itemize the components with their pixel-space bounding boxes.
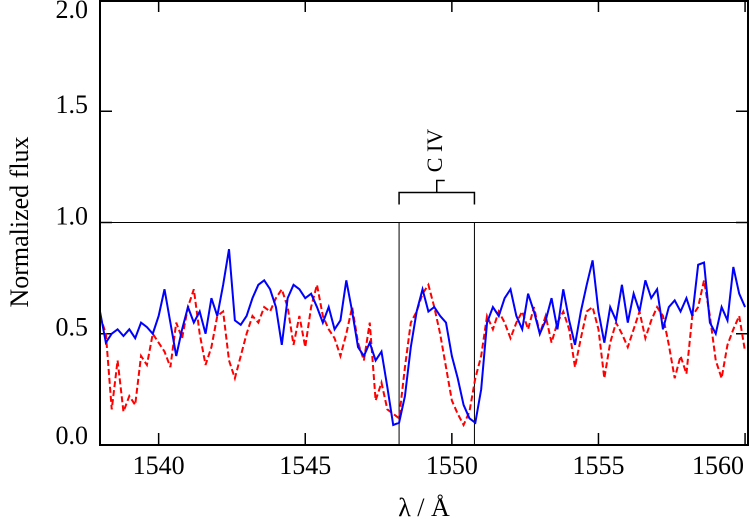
y-tick-label: 2.0 (56, 0, 89, 24)
y-tick-label: 1.5 (56, 90, 89, 119)
x-tick-label: 1550 (426, 451, 478, 480)
x-tick-label: 1555 (572, 451, 624, 480)
series-line (99, 280, 747, 428)
x-tick-label: 1545 (279, 451, 331, 480)
bracket (398, 179, 476, 205)
annotation-label: C IV (422, 129, 447, 173)
series-line (99, 249, 746, 427)
y-axis-label: Normalized flux (5, 136, 34, 307)
plot-frame (99, 0, 749, 446)
x-axis-label: λ / Å (398, 493, 450, 522)
x-tick-label: 1560 (692, 451, 744, 480)
y-tick-label: 0.5 (56, 313, 89, 342)
y-tick-label: 0.0 (56, 421, 89, 450)
y-tick-label: 1.0 (56, 201, 89, 230)
x-tick-label: 1540 (133, 451, 185, 480)
